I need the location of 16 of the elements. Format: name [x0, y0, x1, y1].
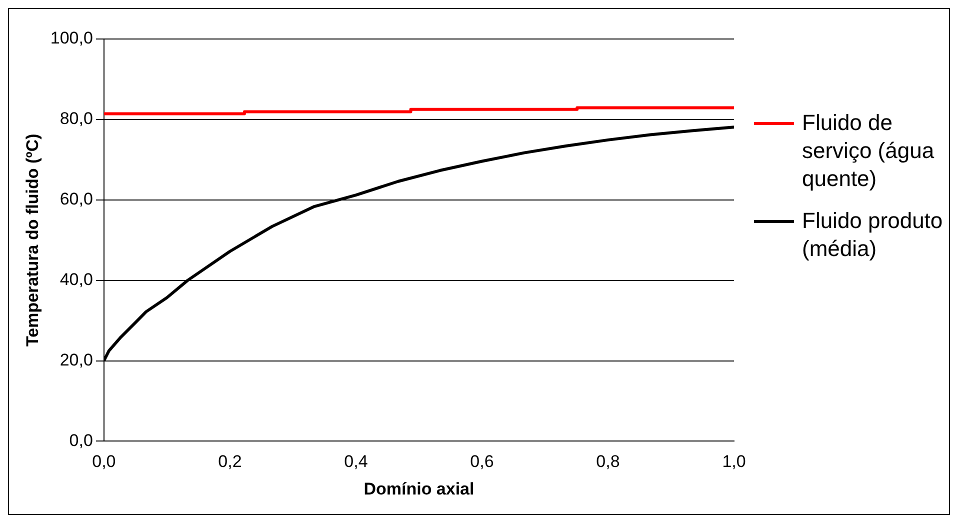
y-tick-label: 40,0 [60, 270, 93, 290]
x-axis-title: Domínio axial [364, 479, 474, 498]
x-tick-label: 1,0 [722, 452, 746, 472]
legend-label: Fluido de serviço (água quente) [802, 109, 936, 193]
y-tick-label: 60,0 [60, 190, 93, 209]
legend-label: Fluido produto (média) [802, 207, 944, 263]
y-axis-title: Temperatura do fluido (ºC) [22, 134, 42, 346]
x-tick-label: 0,4 [344, 452, 368, 472]
y-tick-label: 0,0 [69, 430, 93, 450]
y-tick-label: 100,0 [50, 28, 93, 48]
x-tick-label: 0,2 [218, 452, 242, 472]
x-tick-label: 0,0 [92, 452, 116, 472]
y-tick-label: 20,0 [60, 350, 93, 370]
x-tick-label: 0,6 [470, 452, 494, 472]
x-tick-label: 0,8 [596, 452, 620, 472]
y-tick-label: 80,0 [60, 109, 93, 128]
